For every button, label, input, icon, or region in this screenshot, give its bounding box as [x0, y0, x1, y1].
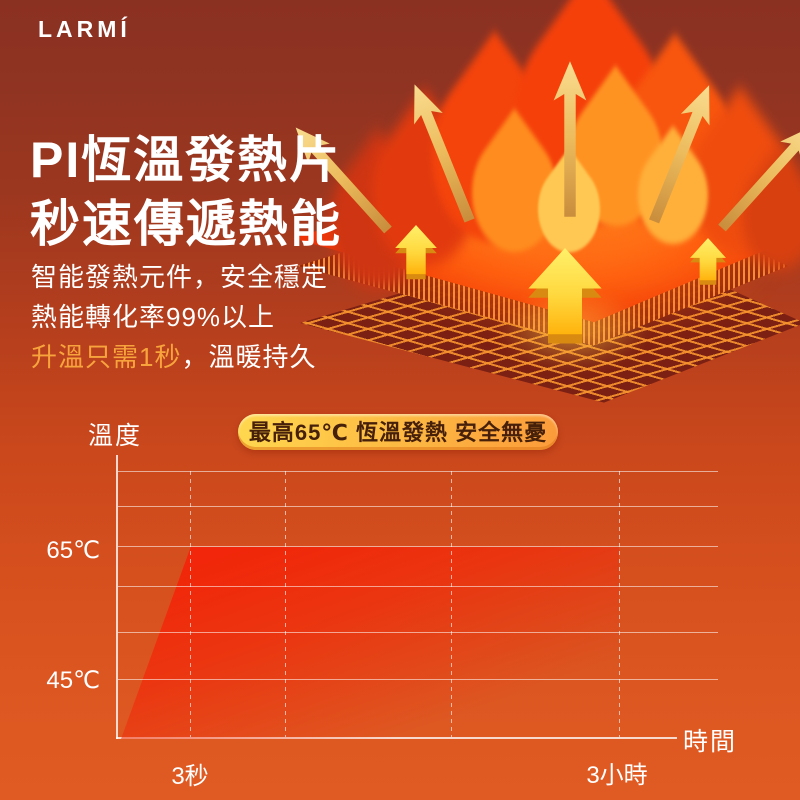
x-axis-title: 時間 — [683, 728, 738, 756]
flame-shape — [350, 88, 499, 297]
h-gridline — [118, 506, 718, 507]
body-line-3: 升溫只需1秒，溫暖持久 — [31, 337, 328, 377]
flame-shape — [590, 33, 760, 271]
flame-shape — [454, 108, 575, 277]
heat-arrow-icon — [553, 61, 587, 217]
flame-shape — [623, 125, 723, 265]
x-tick-3s: 3秒 — [171, 763, 209, 790]
heating-surface-panel — [293, 142, 793, 323]
brand-logo: LARMÍ — [38, 16, 131, 42]
flame-shape — [525, 147, 613, 271]
x-tick-3h: 3小時 — [586, 762, 648, 789]
headline-line-2: 秒速傳遞熱能 — [30, 196, 342, 252]
flame-shape — [406, 30, 583, 279]
h-gridline — [118, 632, 718, 633]
heat-arrow-icon — [711, 115, 800, 238]
v-gridline — [190, 471, 191, 737]
body-line-3-rest: ，溫暖持久 — [181, 342, 317, 372]
v-gridline — [451, 471, 452, 737]
y-tick-65: 65℃ — [46, 537, 100, 564]
up-arrow-icon — [690, 238, 726, 285]
h-gridline — [118, 546, 718, 547]
headline: PI恆溫發熱片 秒速傳遞熱能 — [30, 128, 342, 256]
up-arrow-icon — [528, 248, 602, 344]
flame-shape — [483, 0, 697, 269]
up-arrow-icon — [395, 225, 437, 280]
y-axis-title: 溫度 — [88, 422, 143, 450]
y-axis-line — [116, 455, 118, 739]
flame-glow — [380, 150, 780, 340]
temperature-badge: 最高65℃ 恆溫發熱 安全無憂 — [238, 414, 558, 450]
flame-shape — [669, 86, 800, 284]
flame-shape — [548, 65, 683, 254]
body-line-1: 智能發熱元件，安全穩定 — [31, 262, 329, 292]
temperature-time-chart: 溫度 時間 65℃ 45℃ 3秒 3小時 — [0, 400, 800, 800]
body-line-3-highlight: 升溫只需1秒 — [31, 342, 182, 372]
heat-arrow-icon — [639, 79, 724, 228]
h-gridline — [118, 471, 718, 472]
heating-film-striped-panel — [298, 175, 788, 346]
body-line-2: 熱能轉化率99%以上 — [31, 302, 276, 332]
arrow-glow — [498, 290, 648, 370]
heat-arrow-icon — [400, 78, 484, 227]
body-copy: 智能發熱元件，安全穩定 熱能轉化率99%以上 升溫只需1秒，溫暖持久 — [31, 257, 328, 377]
flame-shape — [726, 143, 800, 292]
heating-wire-grid-panel — [300, 232, 800, 403]
v-gridline — [619, 471, 620, 737]
y-tick-45: 45℃ — [46, 667, 100, 694]
h-gridline — [118, 679, 718, 680]
h-gridline — [118, 586, 718, 587]
chart-area-fill — [121, 547, 619, 739]
headline-line-1: PI恆溫發熱片 — [30, 132, 342, 188]
v-gridline — [285, 471, 286, 737]
